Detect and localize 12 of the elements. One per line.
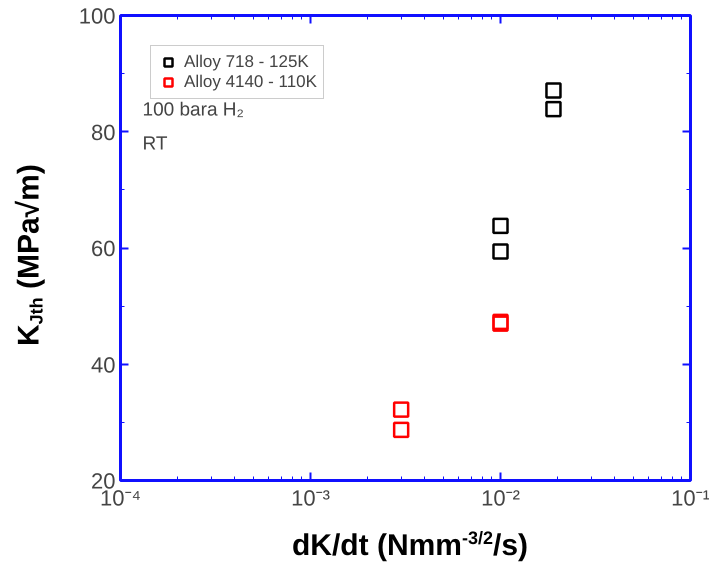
annotation: RT xyxy=(142,134,168,154)
legend-label: Alloy 718 - 125K xyxy=(184,52,309,72)
y-tick-label: 60 xyxy=(91,236,116,261)
y-tick-label: 100 xyxy=(78,4,116,28)
x-tick-label: 10⁻³ xyxy=(291,486,330,510)
annotation: 100 bara H₂ xyxy=(142,100,244,120)
x-tick-label: 10⁻¹ xyxy=(671,486,709,510)
legend-label: Alloy 4140 - 110K xyxy=(184,72,317,92)
y-tick-label: 80 xyxy=(91,120,116,145)
x-axis-title: dK/dt (Nmm$^{-3/2}$/s) xyxy=(292,527,528,564)
y-tick-label: 40 xyxy=(91,352,116,378)
x-tick-label: 10⁻² xyxy=(481,486,520,510)
